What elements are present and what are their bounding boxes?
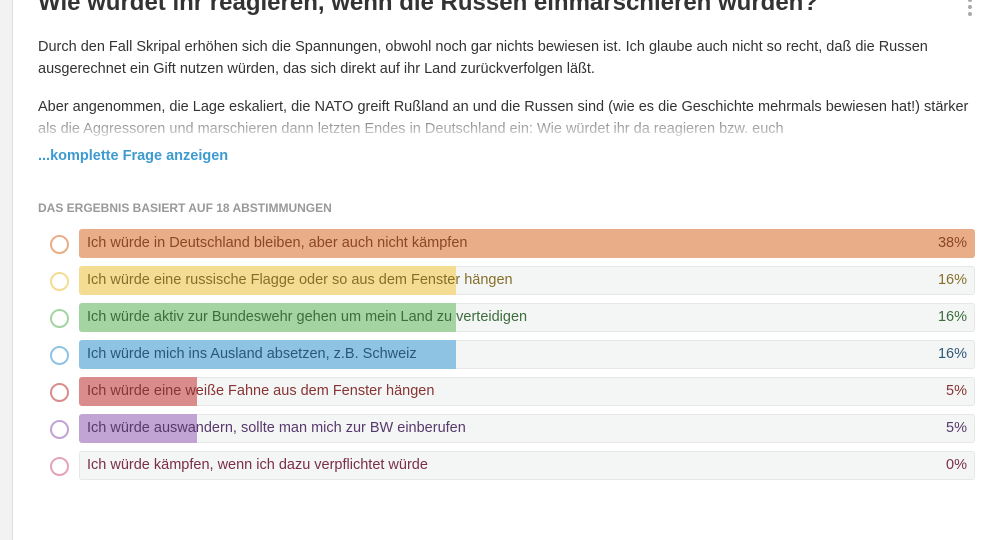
radio-button[interactable] xyxy=(50,346,69,365)
poll-option[interactable]: Ich würde aktiv zur Bundeswehr gehen um … xyxy=(13,303,1002,333)
option-percent: 0% xyxy=(946,457,967,473)
option-percent: 5% xyxy=(946,420,967,436)
question-card: Wie würdet ihr reagieren, wenn die Russe… xyxy=(12,0,1002,540)
poll-option[interactable]: Ich würde auswandern, sollte man mich zu… xyxy=(13,414,1002,444)
option-percent: 16% xyxy=(937,272,967,288)
option-label: Ich würde kämpfen, wenn ich dazu verpfli… xyxy=(87,457,428,473)
show-more-link[interactable]: ...komplette Frage anzeigen xyxy=(38,148,229,164)
bar-track xyxy=(79,451,975,480)
option-percent: 16% xyxy=(937,309,967,325)
option-percent: 5% xyxy=(946,383,967,399)
paragraph: Durch den Fall Skripal erhöhen sich die … xyxy=(38,39,928,77)
bar xyxy=(79,303,457,332)
poll-option[interactable]: Ich würde mich ins Ausland absetzen, z.B… xyxy=(13,340,1002,370)
radio-button[interactable] xyxy=(50,420,69,439)
poll-option[interactable]: Ich würde kämpfen, wenn ich dazu verpfli… xyxy=(13,451,1002,481)
option-label: Ich würde aktiv zur Bundeswehr gehen um … xyxy=(87,309,528,325)
poll-option[interactable]: Ich würde eine weiße Fahne aus dem Fenst… xyxy=(13,377,1002,407)
bar-track xyxy=(79,414,975,443)
poll-option[interactable]: Ich würde in Deutschland bleiben, aber a… xyxy=(13,229,1002,259)
option-percent: 16% xyxy=(937,346,967,362)
bar xyxy=(79,377,197,406)
option-label: Ich würde in Deutschland bleiben, aber a… xyxy=(87,235,468,251)
radio-button[interactable] xyxy=(50,383,69,402)
option-label: Ich würde eine weiße Fahne aus dem Fenst… xyxy=(87,383,435,399)
option-label: Ich würde eine russische Flagge oder so … xyxy=(87,272,513,288)
bar xyxy=(79,266,457,295)
question-title: Wie würdet ihr reagieren, wenn die Russe… xyxy=(38,0,818,16)
bar-track xyxy=(79,377,975,406)
poll-header: DAS ERGEBNIS BASIERT AUF 18 ABSTIMMUNGEN xyxy=(38,201,332,215)
radio-button[interactable] xyxy=(50,309,69,328)
page: Wie würdet ihr reagieren, wenn die Russe… xyxy=(12,0,1002,540)
option-label: Ich würde auswandern, sollte man mich zu… xyxy=(87,420,466,436)
bar xyxy=(79,340,457,369)
bar xyxy=(79,229,975,258)
bar xyxy=(79,414,197,443)
radio-button[interactable] xyxy=(50,235,69,254)
fade-overlay xyxy=(38,118,978,140)
option-percent: 38% xyxy=(937,235,967,251)
poll-option[interactable]: Ich würde eine russische Flagge oder so … xyxy=(13,266,1002,296)
radio-button[interactable] xyxy=(50,457,69,476)
radio-button[interactable] xyxy=(50,272,69,291)
option-label: Ich würde mich ins Ausland absetzen, z.B… xyxy=(87,346,417,362)
menu-button[interactable] xyxy=(968,0,972,19)
